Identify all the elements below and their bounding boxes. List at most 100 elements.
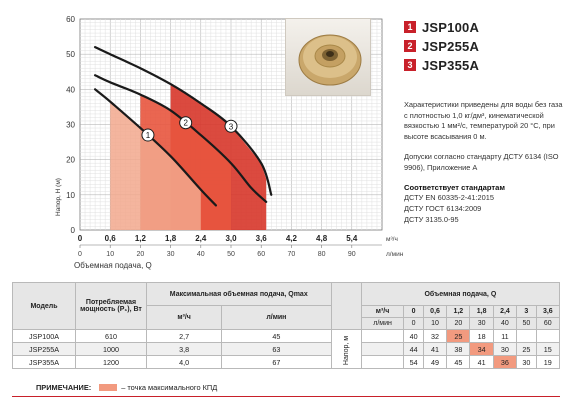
flow-m3h-value: 3,6: [535, 305, 561, 318]
legend-number: 3: [404, 59, 416, 71]
cell-head-max-efficiency: 25: [446, 329, 471, 343]
side-label-cell: Напор, м: [330, 329, 362, 369]
cell-model: JSP100A: [12, 329, 76, 343]
x-tick-label-m3h: 5,4: [346, 234, 358, 243]
y-tick-label: 0: [71, 226, 76, 235]
cell-head: 32: [422, 329, 448, 343]
x-tick-label-lmin: 30: [167, 251, 175, 258]
x-tick-label-lmin: 80: [318, 251, 326, 258]
cell-head-max-efficiency: 34: [469, 342, 494, 356]
efficiency-zone-1: [110, 101, 201, 230]
x-tick-label-m3h: 0,6: [105, 234, 117, 243]
flow-m3h-value: 0,6: [422, 305, 448, 318]
flow-lmin-value: 10: [422, 317, 448, 330]
cell-head: 40: [403, 329, 424, 343]
cell-head: 49: [422, 355, 448, 369]
curve-label: 1: [146, 131, 151, 140]
note-conditions: Характеристики приведены для воды без га…: [404, 100, 563, 142]
standard-item: ДСТУ 3135.0-95: [404, 214, 459, 224]
x-tick-label-lmin: 70: [288, 251, 296, 258]
footnote-label: ПРИМЕЧАНИЕ:: [36, 383, 92, 392]
cell-qmax-lmin: 45: [221, 329, 332, 343]
y-tick-label: 20: [66, 156, 75, 165]
cell-empty: [360, 355, 405, 369]
cell-head: [535, 329, 561, 343]
x-tick-label-lmin: 40: [197, 251, 205, 258]
x-tick-label-lmin: 20: [137, 251, 145, 258]
table-row: JSP255A 1000 3,8 63 44 41 38 34 30 25 15: [12, 342, 561, 356]
curve-label: 3: [229, 122, 234, 131]
bottom-divider: [12, 396, 560, 397]
cell-head: 54: [403, 355, 424, 369]
curve-label: 2: [183, 119, 188, 128]
y-tick-label: 30: [66, 121, 75, 130]
legend-item: 1 JSP100A: [404, 18, 479, 36]
flow-lmin-value: 50: [516, 317, 537, 330]
y-axis-label: Напор, Н (м): [55, 178, 62, 216]
legend-label: JSP355A: [422, 57, 480, 73]
flow-m3h-value: 3: [516, 305, 537, 318]
legend-item: 3 JSP355A: [404, 56, 479, 74]
x-tick-label-lmin: 50: [227, 251, 235, 258]
y-tick-label: 40: [66, 85, 75, 94]
x-tick-label-m3h: 3,6: [256, 234, 268, 243]
flow-lmin-value: 20: [446, 317, 471, 330]
cell-head: 18: [469, 329, 494, 343]
legend: 1 JSP100A 2 JSP255A 3 JSP355A: [404, 18, 479, 75]
y-tick-label: 10: [66, 191, 75, 200]
qmax-unit-m3h: м³/ч: [145, 305, 223, 330]
cell-power: 610: [75, 329, 147, 343]
cell-head: 45: [446, 355, 471, 369]
legend-number: 2: [404, 40, 416, 52]
cell-head: 15: [535, 342, 561, 356]
table-row: JSP355A 1200 4,0 67 54 49 45 41 36 30 19: [12, 355, 561, 369]
cell-empty: [360, 329, 405, 343]
legend-item: 2 JSP255A: [404, 37, 479, 55]
col-power: Потребляемая мощность (P₁), Вт: [75, 282, 147, 330]
table-row: JSP100A 610 2,7 45 Напор, м 40 32 25 18 …: [12, 329, 561, 369]
cell-head: [516, 329, 537, 343]
x-unit-m3h: м³/ч: [386, 236, 398, 243]
standard-item: ДСТУ EN 60335-2-41:2015: [404, 193, 494, 203]
cell-model: JSP355A: [12, 355, 76, 369]
note-tolerance: Допуски согласно стандарту ДСТУ 6134 (IS…: [404, 151, 559, 172]
cell-head: 30: [516, 355, 537, 369]
cell-head: 30: [492, 342, 518, 356]
flow-m3h-value: 1,8: [469, 305, 494, 318]
footnote-text: – точка максимального КПД: [121, 383, 218, 392]
impeller-icon: [298, 34, 362, 86]
y-tick-label: 60: [66, 15, 75, 24]
flow-unit-lmin: л/мин: [360, 317, 405, 330]
qmax-unit-lmin: л/мин: [221, 305, 332, 330]
side-label: Напор, м: [342, 335, 350, 365]
flow-m3h-value: 2,4: [492, 305, 518, 318]
cell-head: 41: [422, 342, 448, 356]
x-axis-label: Объемная подача, Q: [74, 261, 152, 270]
x-tick-label-m3h: 2,4: [195, 234, 207, 243]
cell-qmax-lmin: 67: [221, 355, 332, 369]
flow-m3h-value: 1,2: [446, 305, 471, 318]
flow-lmin-value: 60: [535, 317, 561, 330]
cell-head: 25: [516, 342, 537, 356]
cell-qmax-m3h: 3,8: [145, 342, 223, 356]
col-flow: Объемная подача, Q: [360, 282, 561, 306]
standard-item: ДСТУ ГОСТ 6134:2009: [404, 204, 482, 214]
curve-label-circle: [224, 119, 238, 133]
highlight-swatch: [99, 384, 118, 391]
cell-head: 11: [492, 329, 518, 343]
col-qmax: Максимальная объемная подача, Qmax: [146, 282, 332, 306]
y-tick-label: 50: [66, 50, 75, 59]
footnote: ПРИМЕЧАНИЕ: – точка максимального КПД: [36, 383, 217, 392]
legend-number: 1: [404, 21, 416, 33]
x-unit-lmin: л/мин: [386, 251, 404, 258]
cell-head-max-efficiency: 36: [492, 355, 518, 369]
unit-col-spacer: [330, 282, 362, 330]
pump-curve-3: [94, 46, 273, 196]
notes-block: Характеристики приведены для воды без га…: [404, 100, 564, 226]
curve-label-circle: [141, 128, 155, 142]
cell-head: 19: [535, 355, 561, 369]
flow-m3h-value: 0: [403, 305, 424, 318]
x-tick-label-lmin: 0: [78, 251, 82, 258]
x-tick-label-lmin: 90: [348, 251, 356, 258]
cell-model: JSP255A: [12, 342, 76, 356]
